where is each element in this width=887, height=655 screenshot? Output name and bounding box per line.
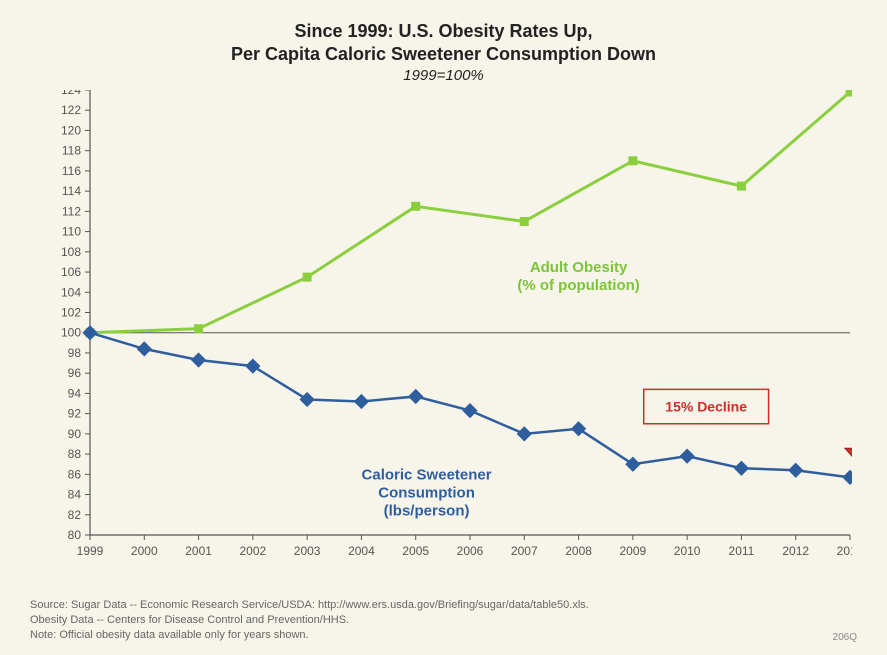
decline-label: 15% Decline [665, 399, 747, 415]
obesity-series-marker [629, 157, 637, 165]
sweetener-series-marker [572, 422, 586, 436]
y-tick-label: 102 [61, 306, 81, 320]
x-tick-label: 2006 [457, 544, 484, 558]
decline-arrow-head [845, 448, 852, 466]
sweetener-series-marker [137, 342, 151, 356]
sweetener-series-marker [789, 463, 803, 477]
x-tick-label: 2011 [729, 544, 755, 558]
y-tick-label: 120 [61, 123, 81, 137]
y-tick-label: 122 [61, 103, 81, 117]
chart-title: Since 1999: U.S. Obesity Rates Up, Per C… [0, 20, 887, 84]
x-tick-label: 2009 [620, 544, 647, 558]
x-tick-label: 2003 [294, 544, 321, 558]
title-line-2: Per Capita Caloric Sweetener Consumption… [0, 43, 887, 66]
x-tick-label: 2008 [565, 544, 592, 558]
sweetener-series-marker [735, 461, 749, 475]
sweetener-series-marker [843, 470, 852, 484]
y-tick-label: 108 [61, 245, 81, 259]
sweetener-series-marker [246, 359, 260, 373]
title-line-1: Since 1999: U.S. Obesity Rates Up, [0, 20, 887, 43]
y-tick-label: 106 [61, 265, 81, 279]
sweetener-series-marker [626, 457, 640, 471]
x-tick-label: 2000 [131, 544, 158, 558]
y-tick-label: 92 [68, 407, 82, 421]
obesity-series-marker [303, 273, 311, 281]
sweetener-series-marker [409, 390, 423, 404]
sweetener-label-1: Caloric Sweetener [362, 466, 492, 483]
y-tick-label: 118 [62, 144, 81, 158]
y-tick-label: 98 [68, 346, 82, 360]
y-tick-label: 116 [62, 164, 81, 178]
page-root: Since 1999: U.S. Obesity Rates Up, Per C… [0, 0, 887, 655]
y-tick-label: 110 [62, 225, 81, 239]
y-tick-label: 94 [68, 386, 82, 400]
y-tick-label: 100 [61, 326, 81, 340]
x-tick-label: 2010 [674, 544, 701, 558]
y-tick-label: 80 [68, 528, 82, 542]
y-tick-label: 112 [62, 204, 81, 218]
x-tick-label: 2001 [185, 544, 212, 558]
y-tick-label: 104 [61, 285, 81, 299]
x-tick-label: 1999 [77, 544, 104, 558]
obesity-series-marker [737, 182, 745, 190]
y-tick-label: 84 [68, 488, 82, 502]
x-tick-label: 2012 [782, 544, 809, 558]
y-tick-label: 96 [68, 366, 82, 380]
x-tick-label: 2004 [348, 544, 375, 558]
chart-area: 80 82 84 86 88 90 92 94 96 98 100 102 104 106 108 110 11… [32, 90, 852, 570]
sweetener-series-marker [680, 449, 694, 463]
obesity-series-marker [412, 202, 420, 210]
sweetener-series-marker [300, 393, 314, 407]
obesity-label-2: (% of population) [517, 277, 639, 294]
obesity-label-1: Adult Obesity [530, 259, 628, 276]
x-tick-label: 2013 [837, 544, 852, 558]
source-line-3: Note: Official obesity data available on… [30, 628, 857, 643]
sweetener-series-marker [517, 427, 531, 441]
y-tick-label: 86 [68, 467, 82, 481]
x-tick-label: 2005 [402, 544, 429, 558]
sweetener-series-marker [355, 395, 369, 409]
source-line-2: Obesity Data -- Centers for Disease Cont… [30, 613, 857, 628]
obesity-series-line [90, 92, 850, 333]
sweetener-label-2: Consumption [378, 484, 475, 501]
chart-svg: 80 82 84 86 88 90 92 94 96 98 100 102 104 106 108 110 11… [32, 90, 852, 570]
x-tick-label: 2002 [240, 544, 267, 558]
y-tick-label: 88 [68, 447, 82, 461]
source-line-1: Source: Sugar Data -- Economic Research … [30, 598, 857, 613]
obesity-series-marker [846, 90, 852, 96]
y-tick-label: 124 [61, 90, 81, 97]
title-subtitle: 1999=100% [0, 67, 887, 84]
y-tick-label: 90 [68, 427, 82, 441]
y-tick-label: 82 [68, 508, 82, 522]
obesity-series-marker [195, 325, 203, 333]
x-tick-label: 2007 [511, 544, 538, 558]
sweetener-series-marker [463, 404, 477, 418]
sweetener-series-marker [83, 326, 97, 340]
footer-code: 206Q [833, 632, 857, 643]
obesity-series-marker [520, 217, 528, 225]
source-notes: Source: Sugar Data -- Economic Research … [30, 598, 857, 643]
sweetener-label-3: (lbs/person) [384, 502, 470, 519]
sweetener-series-marker [192, 353, 206, 367]
y-tick-label: 114 [62, 184, 81, 198]
